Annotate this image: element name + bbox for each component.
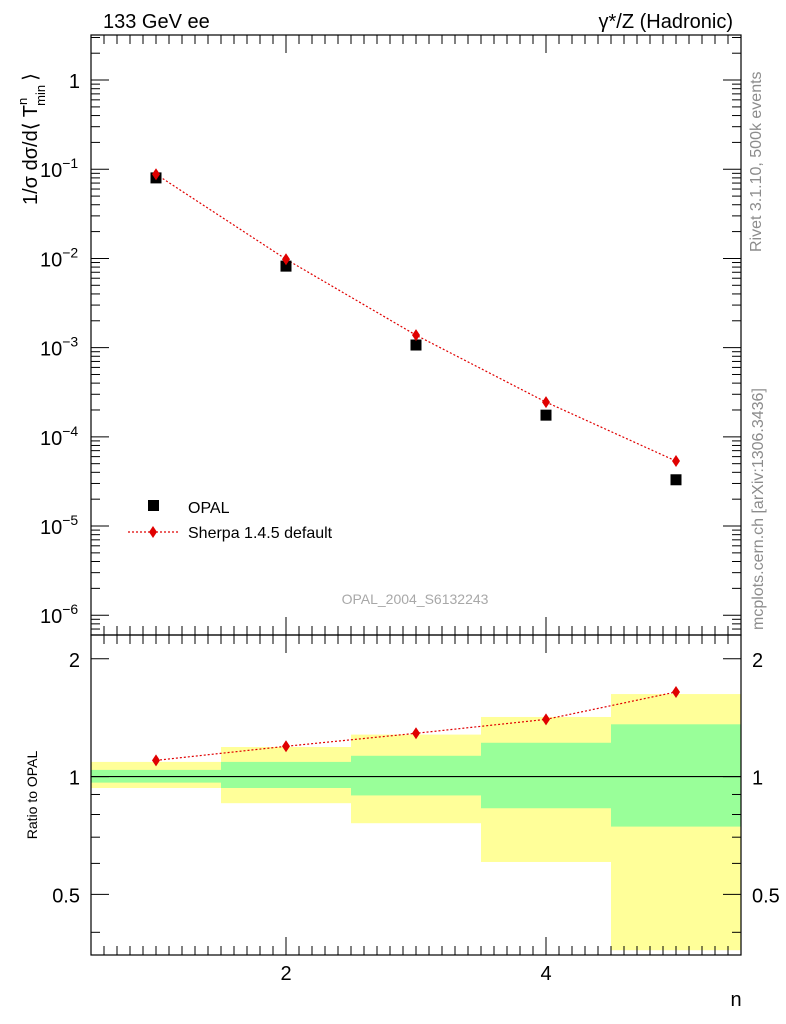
ratio-series-layer [152,685,680,767]
legend-data-label: OPAL [188,500,230,517]
mc-point [412,329,420,342]
main-ytick-exponent: −2 [62,244,78,260]
stat-band [481,742,611,809]
data-point [540,409,552,421]
ratio-ytick-label-right: 1 [752,768,763,790]
stat-band [351,755,481,796]
main-y-axis-label: 1/σ dσ/d⟨ Tn min ⟩ [15,73,48,205]
main-ytick-exponent: −4 [62,423,78,439]
ratio-bands-layer [91,694,741,951]
main-ytick-mantissa: 10 [40,606,62,628]
main-ytick-mantissa: 10 [40,428,62,450]
main-ytick-label: 10−2 [40,244,78,271]
main-ytick-exponent: −1 [62,155,78,171]
rivet-label: Rivet 3.1.10, 500k events [748,71,765,252]
ratio-ytick-label: 1 [69,768,80,790]
main-x-ticks [103,35,729,635]
data-point [670,474,682,486]
main-series-layer [150,168,682,486]
header-right: γ*/Z (Hadronic) [599,11,733,33]
main-y-ticks: 10−610−510−410−310−210−11 [40,36,741,636]
ratio-ytick-label-right: 0.5 [752,885,780,907]
ratio-mc-point [152,754,160,767]
main-ytick-mantissa: 10 [40,517,62,539]
ratio-ytick-label: 0.5 [52,885,80,907]
main-ytick-mantissa: 10 [40,249,62,271]
ratio-mc-point [672,685,680,698]
ratio-ytick-label: 2 [69,650,80,672]
main-ytick-label: 10−1 [40,155,78,182]
analysis-id: OPAL_2004_S6132243 [342,591,489,607]
x-axis-label: n [730,989,741,1011]
main-ylabel-sup: n [15,98,30,105]
main-ytick-label: 10−5 [40,512,78,539]
main-ytick-label: 10−4 [40,423,78,450]
main-ytick-mantissa: 10 [40,339,62,361]
ratio-ytick-label-right: 2 [752,650,763,672]
ratio-xtick-label: 2 [280,963,291,985]
main-ytick-label: 10−6 [40,601,78,628]
main-ytick-exponent: −5 [62,512,78,528]
legend-mc-label: Sherpa 1.4.5 default [188,525,333,542]
mc-point [542,396,550,409]
mc-point [282,253,290,266]
main-ylabel-close: ⟩ [20,73,42,81]
stat-band [221,761,351,788]
ratio-mc-point [282,740,290,753]
mc-line [155,173,677,462]
legend-mc-marker [149,526,157,538]
main-ylabel-sub: min [33,85,48,106]
main-ytick-label-one: 1 [69,71,80,93]
main-ytick-exponent: −3 [62,334,78,350]
main-plot-area: 10−610−510−410−310−210−11 [40,34,742,636]
main-ytick-label: 10−3 [40,334,78,361]
ratio-y-ticks: 0.5 0.5 1 1 2 2 [52,650,780,933]
main-ytick-exponent: −6 [62,601,78,617]
main-ytick-mantissa: 10 [40,160,62,182]
ratio-mc-point [542,713,550,726]
mcplots-label: mcplots.cern.ch [arXiv:1306.3436] [750,388,767,630]
mc-point [672,455,680,468]
data-point [410,339,422,351]
stat-band [611,724,741,827]
main-ylabel-text: 1/σ dσ/d⟨ T [20,105,42,205]
header-left: 133 GeV ee [103,11,210,33]
ratio-mc-point [412,727,420,740]
mc-point [152,168,160,181]
ratio-xtick-label: 4 [540,963,551,985]
legend: OPAL Sherpa 1.4.5 default [128,500,333,542]
legend-data-marker [148,500,159,511]
data-point [280,260,292,272]
ratio-y-axis-label: Ratio to OPAL [24,751,40,840]
